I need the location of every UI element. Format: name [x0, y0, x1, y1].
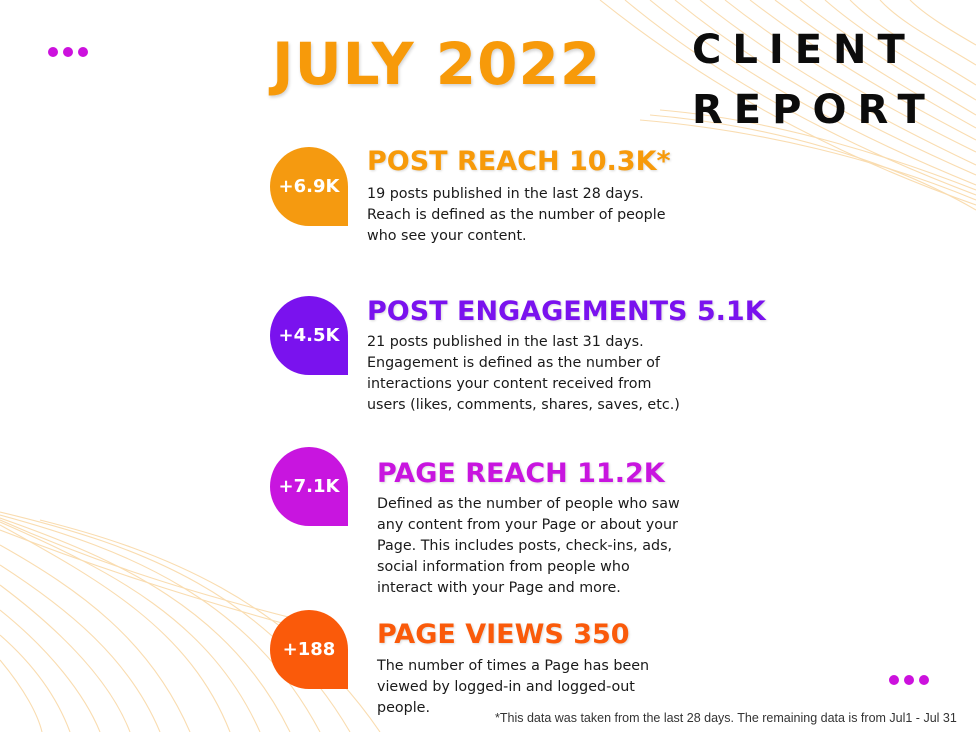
description-line: Reach is defined as the number of people	[367, 207, 666, 223]
metric-title: POST REACH 10.3K*	[367, 146, 671, 177]
metric-description: Defined as the number of people who saw …	[377, 494, 737, 599]
description-line: Defined as the number of people who saw	[377, 496, 680, 512]
metric-title: PAGE VIEWS 350	[377, 619, 630, 650]
description-line: interactions your content received from	[367, 376, 652, 392]
description-line: people.	[377, 700, 431, 716]
metric-change-badge: +4.5K	[270, 296, 348, 375]
metric-change-badge: +7.1K	[270, 447, 348, 526]
description-line: users (likes, comments, shares, saves, e…	[367, 397, 680, 413]
description-line: interact with your Page and more.	[377, 580, 621, 596]
description-line: 21 posts published in the last 31 days.	[367, 334, 644, 350]
description-line: social information from people who	[377, 559, 630, 575]
metric-change-badge: +188	[270, 610, 348, 689]
metric-change-badge: +6.9K	[270, 147, 348, 226]
footnote: *This data was taken from the last 28 da…	[495, 711, 957, 725]
report-title-line1: CLIENT	[692, 27, 916, 73]
report-title: CLIENT REPORT	[692, 20, 936, 140]
description-line: 19 posts published in the last 28 days.	[367, 186, 644, 202]
description-line: Page. This includes posts, check-ins, ad…	[377, 538, 673, 554]
metric-description: 19 posts published in the last 28 days. …	[367, 184, 727, 247]
metric-title: POST ENGAGEMENTS 5.1K	[367, 296, 766, 327]
description-line: any content from your Page or about your	[377, 517, 678, 533]
metric-description: 21 posts published in the last 31 days. …	[367, 332, 727, 416]
more-dots-icon	[48, 47, 88, 57]
report-title-line2: REPORT	[692, 87, 936, 133]
description-line: who see your content.	[367, 228, 527, 244]
report-month-title: JULY 2022	[272, 30, 602, 98]
description-line: viewed by logged-in and logged-out	[377, 679, 635, 695]
description-line: Engagement is defined as the number of	[367, 355, 660, 371]
description-line: The number of times a Page has been	[377, 658, 650, 674]
more-dots-icon	[889, 675, 929, 685]
metric-description: The number of times a Page has been view…	[377, 656, 737, 719]
metric-title: PAGE REACH 11.2K	[377, 458, 665, 489]
